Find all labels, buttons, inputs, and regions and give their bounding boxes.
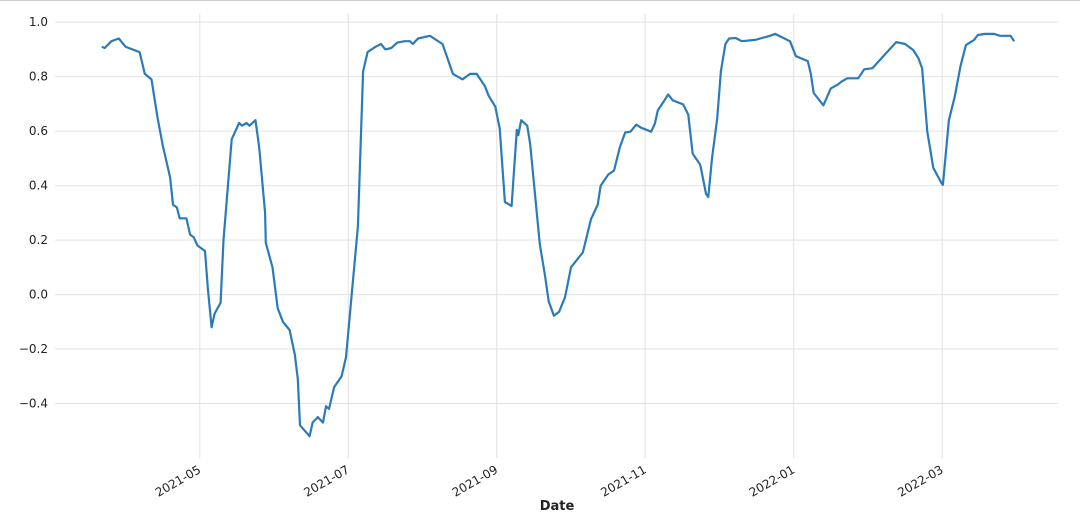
x-tick-label: 2022-01 [747,462,797,499]
y-tick-label: 0.2 [29,233,48,247]
x-tick-label: 2021-09 [450,462,500,499]
x-tick-label: 2021-11 [598,462,648,499]
x-tick-label: 2021-07 [301,462,351,499]
line-series [101,32,1016,438]
y-tick-label: 0.4 [29,179,48,193]
y-tick-label: 0.8 [29,70,48,84]
y-tick-label: −0.2 [19,342,48,356]
y-tick-label: 0.6 [29,124,48,138]
x-tick-label: 2022-03 [895,462,945,499]
x-axis-label: Date [540,499,575,514]
y-tick-label: 1.0 [29,15,48,29]
y-tick-label: −0.4 [19,397,48,411]
x-tick-label: 2021-05 [153,462,203,499]
y-tick-label: 0.0 [29,288,48,302]
